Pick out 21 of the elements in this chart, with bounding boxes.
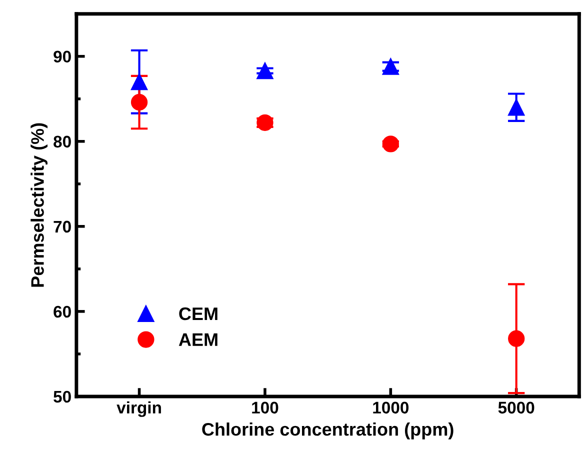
x-axis-title: Chlorine concentration (ppm) [202, 422, 454, 440]
x-tick-label: 1000 [373, 402, 409, 414]
point [382, 58, 399, 75]
x-tick-label: 100 [252, 402, 278, 414]
point [382, 136, 399, 152]
y-tick-label: 50 [54, 390, 71, 403]
point [508, 99, 525, 116]
legend-label: CEM [179, 307, 218, 320]
point [508, 330, 525, 347]
y-tick-label: 80 [54, 136, 71, 148]
point [130, 74, 148, 90]
point [256, 62, 274, 80]
x-tick-label: 5000 [498, 402, 534, 414]
legend-label: AEM [178, 333, 218, 346]
y-tick-label: 90 [54, 50, 71, 63]
point [256, 114, 274, 131]
x-tick-label: virgin [116, 401, 161, 417]
point [130, 94, 148, 111]
y-tick-label: 70 [54, 220, 71, 233]
y-tick-label: 60 [54, 306, 71, 318]
y-axis-title: Permselectivity (%) [30, 123, 48, 287]
